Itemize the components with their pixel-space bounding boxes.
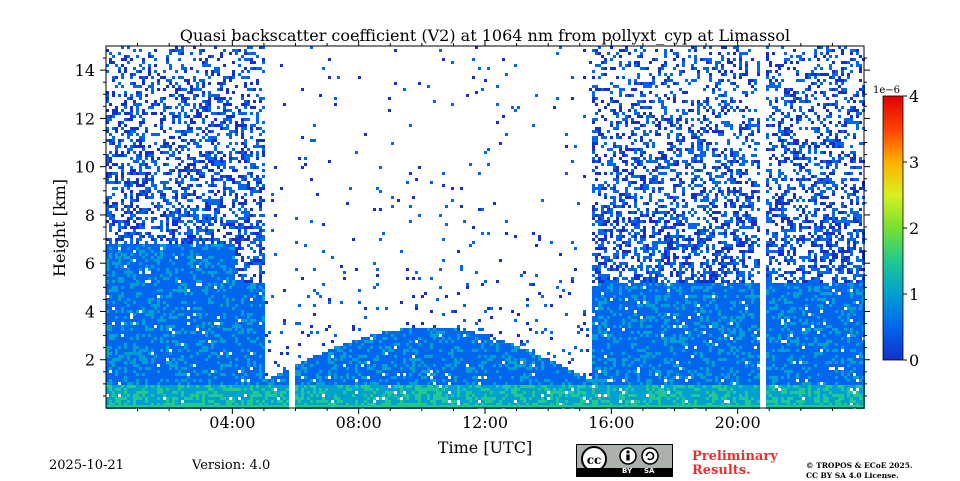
colorbar-tick-label: 3 — [909, 153, 919, 172]
y-tick-label: 14 — [75, 61, 95, 80]
sa-share-alike-icon — [642, 448, 658, 464]
cc-sa-text: SA — [644, 467, 654, 475]
colorbar-tick-label: 2 — [909, 219, 919, 238]
version-label: Version: 4.0 — [192, 458, 270, 473]
x-axis-label: Time [UTC] — [438, 438, 532, 457]
preliminary-notice: Preliminary Results. — [692, 450, 778, 478]
y-tick-label: 4 — [85, 302, 95, 321]
x-tick-label: 16:00 — [588, 413, 634, 432]
date-label: 2025-10-21 — [49, 458, 124, 473]
colorbar-scale-label: 1e−6 — [873, 85, 900, 96]
colorbar — [883, 96, 903, 360]
colorbar-tick-label: 4 — [909, 87, 919, 106]
preliminary-line-1: Preliminary — [692, 450, 778, 464]
x-tick-label: 12:00 — [462, 413, 508, 432]
x-tick-label: 08:00 — [336, 413, 382, 432]
heatmap-area — [106, 46, 865, 409]
colorbar-tick-label: 0 — [909, 351, 919, 370]
y-tick-label: 6 — [85, 254, 95, 273]
y-tick-label: 12 — [75, 109, 95, 128]
colorbar-ticks: 0 1 2 3 4 — [903, 87, 919, 370]
x-tick-label: 20:00 — [715, 413, 761, 432]
y-tick-label: 2 — [85, 351, 95, 370]
license-notice: © TROPOS & ECoE 2025. CC BY SA 4.0 Licen… — [806, 461, 913, 481]
cc-license-badge: cc BY SA — [576, 444, 673, 477]
preliminary-line-2: Results. — [692, 464, 778, 478]
y-axis-label: Height [km] — [50, 179, 69, 277]
y-tick-label: 8 — [85, 206, 95, 225]
cc-by-text: BY — [622, 467, 632, 475]
colorbar-tick-label: 1 — [909, 285, 919, 304]
x-tick-label: 04:00 — [209, 413, 255, 432]
license-line-1: © TROPOS & ECoE 2025. — [806, 461, 913, 471]
y-tick-label: 10 — [75, 158, 95, 177]
